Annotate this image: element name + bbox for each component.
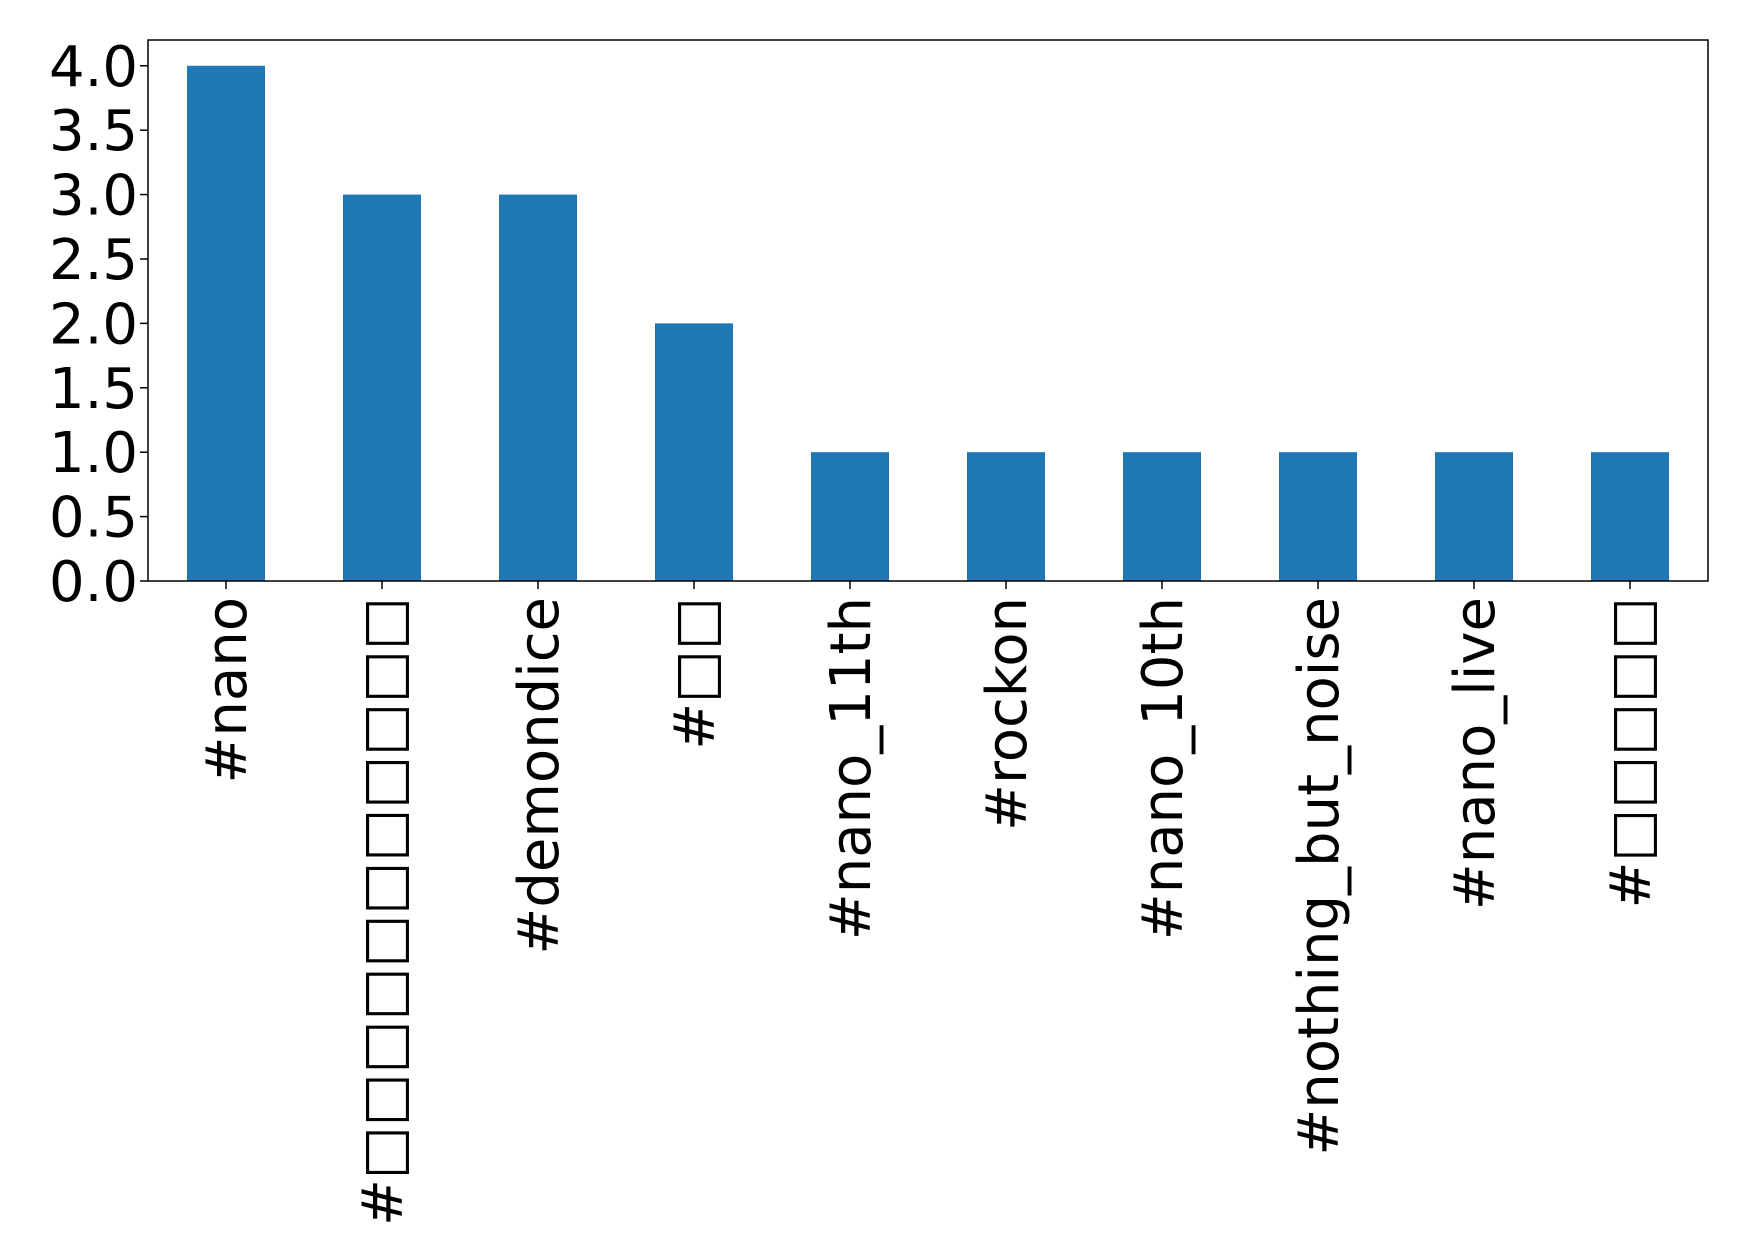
x-tick-label: #nano_10th bbox=[1131, 597, 1196, 940]
bar bbox=[1123, 452, 1201, 581]
bar bbox=[187, 65, 265, 581]
y-tick-label: 2.0 bbox=[49, 292, 138, 357]
y-tick-label: 3.0 bbox=[49, 164, 138, 229]
x-tick-label: #nano bbox=[195, 597, 260, 783]
bar bbox=[655, 323, 733, 581]
y-tick-label: 2.5 bbox=[49, 228, 138, 293]
x-tick-label: #nano_11th bbox=[819, 597, 884, 940]
y-tick-label: 3.5 bbox=[49, 99, 138, 164]
x-tick-label: #demondice bbox=[507, 597, 572, 955]
y-tick-label: 0.0 bbox=[49, 550, 138, 615]
x-tick-label: #□□ bbox=[663, 597, 728, 750]
bar bbox=[811, 452, 889, 581]
y-tick-label: 1.5 bbox=[49, 357, 138, 422]
x-tick-label: #nothing_but_noise bbox=[1287, 597, 1352, 1156]
bar bbox=[1435, 452, 1513, 581]
y-tick-label: 1.0 bbox=[49, 421, 138, 486]
plot-frame bbox=[147, 39, 1709, 582]
x-tick-label: #nano_live bbox=[1443, 597, 1508, 910]
bar bbox=[1591, 452, 1669, 581]
x-tick-label: #□□□□□ bbox=[1599, 597, 1664, 908]
bar bbox=[1279, 452, 1357, 581]
bar bbox=[343, 194, 421, 582]
x-tick-label: #□□□□□□□□□□□ bbox=[351, 597, 416, 1226]
bar bbox=[967, 452, 1045, 581]
y-tick-label: 0.5 bbox=[49, 486, 138, 551]
bar bbox=[499, 194, 577, 582]
x-tick-label: #rockon bbox=[975, 597, 1040, 831]
y-tick-label: 4.0 bbox=[49, 35, 138, 100]
